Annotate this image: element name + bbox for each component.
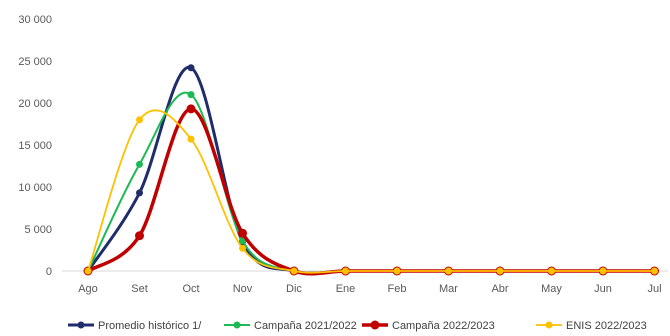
legend-swatch-marker (545, 321, 553, 329)
data-point (187, 135, 195, 143)
x-tick-label: Mar (439, 283, 458, 295)
data-point (239, 244, 246, 252)
legend-item: Campaña 2021/2022 (224, 320, 357, 332)
x-tick-label: Nov (233, 283, 253, 295)
x-tick-label: Oct (182, 283, 199, 295)
series-1 (84, 91, 658, 275)
data-point (187, 91, 195, 99)
y-tick-label: 15 000 (18, 140, 52, 152)
legend-swatch-marker (77, 321, 85, 329)
x-tick-label: Abr (491, 283, 508, 295)
legend: Promedio histórico 1/Campaña 2021/2022 Ca… (68, 320, 647, 332)
series-2 (83, 104, 659, 276)
series-line (86, 66, 656, 275)
x-tick-label: Jun (594, 283, 612, 295)
data-point (393, 267, 401, 275)
data-point (135, 231, 144, 241)
data-point (445, 267, 452, 275)
legend-swatch-marker (370, 320, 380, 330)
series-0 (84, 64, 658, 275)
legend-label: ENIS 2022/2023 (566, 320, 647, 332)
x-tick-label: Ene (336, 283, 356, 295)
data-point (187, 64, 195, 72)
legend-label: Campaña 2022/2023 (392, 320, 495, 332)
legend-label: Promedio histórico 1/ (98, 320, 202, 332)
data-point (496, 267, 504, 275)
data-point (342, 267, 349, 275)
legend-item: Promedio histórico 1/ (68, 320, 202, 332)
y-tick-label: 0 (46, 266, 52, 278)
x-tick-label: Dic (286, 283, 302, 295)
y-tick-label: 10 000 (18, 182, 52, 194)
y-tick-label: 30 000 (18, 14, 52, 26)
y-tick-label: 25 000 (18, 56, 52, 68)
data-point (136, 189, 143, 197)
data-point (599, 267, 607, 275)
legend-item: ENIS 2022/2023 (536, 320, 647, 332)
legend-label: Campaña 2021/2022 (254, 320, 357, 332)
data-point (548, 267, 555, 275)
x-tick-label: Jul (647, 283, 661, 295)
data-point (136, 116, 143, 124)
legend-item: Campaña 2022/2023 (362, 320, 495, 332)
series-line (86, 107, 657, 276)
data-point (186, 104, 196, 114)
data-point (651, 267, 658, 275)
y-axis: 0 5 000 10 000 15 000 20 000 25 000 30 000 (18, 14, 52, 278)
legend-swatch-marker (233, 321, 241, 329)
data-point (238, 228, 247, 238)
x-tick-label: Set (131, 283, 148, 295)
data-point (84, 267, 92, 275)
x-tick-label: Feb (388, 283, 407, 295)
x-tick-label: Ago (78, 283, 98, 295)
data-point (290, 267, 298, 275)
y-tick-label: 5 000 (24, 224, 52, 236)
data-point (239, 237, 246, 245)
series-layer (83, 64, 659, 276)
x-axis: Ago Set Oct Nov Dic Ene Feb Mar Abr May Jun Jul (62, 270, 668, 295)
y-tick-label: 20 000 (18, 98, 52, 110)
data-point (136, 160, 143, 168)
series-3 (84, 109, 658, 275)
x-tick-label: May (541, 283, 562, 295)
